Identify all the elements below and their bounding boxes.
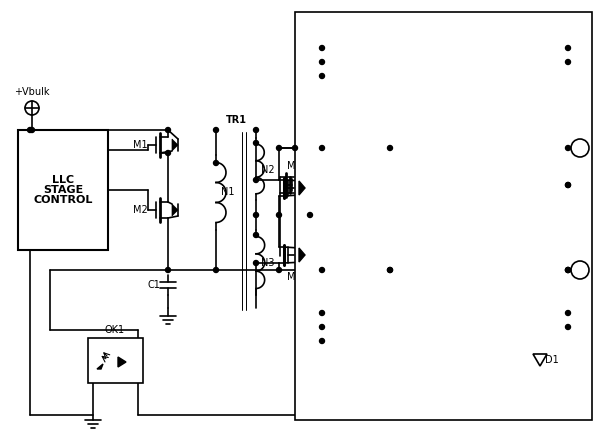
Circle shape bbox=[565, 182, 571, 188]
Circle shape bbox=[165, 267, 171, 272]
Text: C4: C4 bbox=[365, 217, 378, 227]
Text: STAGE: STAGE bbox=[43, 185, 83, 195]
Text: D1: D1 bbox=[545, 355, 559, 365]
Circle shape bbox=[565, 182, 571, 188]
Circle shape bbox=[253, 128, 258, 133]
Text: OK1: OK1 bbox=[105, 324, 125, 335]
Circle shape bbox=[214, 128, 218, 133]
Text: +: + bbox=[575, 265, 585, 275]
Bar bbox=[404, 20, 509, 110]
Bar bbox=[18, 130, 108, 250]
Text: Trig: Trig bbox=[410, 86, 424, 95]
Text: LLC: LLC bbox=[52, 175, 74, 185]
Circle shape bbox=[253, 177, 258, 182]
Circle shape bbox=[565, 324, 571, 329]
Circle shape bbox=[30, 128, 35, 133]
Text: CS: CS bbox=[493, 86, 503, 95]
Circle shape bbox=[320, 267, 324, 272]
Bar bbox=[404, 285, 509, 375]
Text: C1: C1 bbox=[148, 280, 161, 290]
Text: R_Toff_min: R_Toff_min bbox=[336, 314, 384, 323]
Text: R_Ton_min: R_Ton_min bbox=[337, 82, 384, 91]
Circle shape bbox=[565, 267, 571, 272]
Text: GND: GND bbox=[486, 323, 503, 332]
Circle shape bbox=[565, 267, 571, 272]
Circle shape bbox=[308, 212, 312, 217]
Text: Min_Toff: Min_Toff bbox=[410, 57, 441, 66]
Circle shape bbox=[320, 310, 324, 315]
Circle shape bbox=[320, 46, 324, 51]
Text: +Vout: +Vout bbox=[550, 129, 580, 139]
Circle shape bbox=[320, 339, 324, 344]
Text: NCP4304: NCP4304 bbox=[430, 27, 483, 37]
Text: +: + bbox=[399, 214, 405, 223]
Polygon shape bbox=[299, 181, 305, 195]
Circle shape bbox=[277, 212, 281, 217]
Circle shape bbox=[253, 233, 258, 237]
Polygon shape bbox=[172, 204, 178, 216]
Circle shape bbox=[165, 151, 171, 155]
Text: CONTROL: CONTROL bbox=[33, 195, 93, 205]
Text: GND: GND bbox=[486, 57, 503, 66]
Circle shape bbox=[253, 212, 258, 217]
Polygon shape bbox=[97, 364, 103, 369]
Text: Min_Ton: Min_Ton bbox=[410, 72, 440, 81]
Text: M2: M2 bbox=[133, 205, 148, 215]
Text: DRV: DRV bbox=[487, 43, 503, 52]
Bar bbox=[295, 12, 592, 420]
Text: Min_Ton: Min_Ton bbox=[410, 336, 440, 345]
Text: DRV: DRV bbox=[487, 309, 503, 318]
Text: R_Toff_min: R_Toff_min bbox=[336, 48, 384, 57]
Text: +Vbulk: +Vbulk bbox=[14, 87, 50, 97]
Circle shape bbox=[27, 128, 33, 133]
Text: R_Ton_min: R_Ton_min bbox=[337, 348, 384, 357]
Circle shape bbox=[253, 141, 258, 146]
Polygon shape bbox=[299, 248, 305, 262]
Circle shape bbox=[277, 267, 281, 272]
Circle shape bbox=[565, 310, 571, 315]
Text: TR1: TR1 bbox=[226, 115, 246, 125]
Circle shape bbox=[320, 146, 324, 151]
Text: C3: C3 bbox=[577, 327, 590, 337]
Circle shape bbox=[387, 267, 393, 272]
Text: NCP4304: NCP4304 bbox=[430, 292, 483, 302]
Circle shape bbox=[565, 267, 571, 272]
Circle shape bbox=[565, 46, 571, 51]
Text: Trig: Trig bbox=[410, 350, 424, 359]
Circle shape bbox=[320, 324, 324, 329]
Circle shape bbox=[165, 128, 171, 133]
Circle shape bbox=[565, 60, 571, 65]
Circle shape bbox=[277, 146, 281, 151]
Text: COMP: COMP bbox=[481, 72, 503, 81]
Polygon shape bbox=[172, 139, 178, 151]
Text: N3: N3 bbox=[261, 258, 275, 268]
Text: COMP: COMP bbox=[481, 336, 503, 345]
Circle shape bbox=[320, 60, 324, 65]
Text: RTN: RTN bbox=[564, 251, 584, 261]
Polygon shape bbox=[118, 357, 126, 367]
Circle shape bbox=[565, 146, 571, 151]
Text: N2: N2 bbox=[261, 165, 275, 175]
Text: Min_Toff: Min_Toff bbox=[410, 323, 441, 332]
Circle shape bbox=[320, 73, 324, 78]
Circle shape bbox=[253, 260, 258, 266]
Text: C2: C2 bbox=[577, 161, 590, 172]
Circle shape bbox=[214, 267, 218, 272]
Circle shape bbox=[387, 146, 393, 151]
Text: M4: M4 bbox=[287, 272, 301, 282]
Text: M3: M3 bbox=[287, 161, 301, 171]
Text: CS: CS bbox=[493, 350, 503, 359]
Text: Vcc: Vcc bbox=[410, 309, 424, 318]
Bar bbox=[87, 337, 142, 383]
Circle shape bbox=[214, 160, 218, 165]
Circle shape bbox=[293, 146, 298, 151]
Text: +: + bbox=[575, 143, 585, 153]
Text: N1: N1 bbox=[221, 187, 235, 197]
Text: M1: M1 bbox=[133, 140, 148, 150]
Circle shape bbox=[387, 267, 393, 272]
Text: Vcc: Vcc bbox=[410, 43, 424, 52]
